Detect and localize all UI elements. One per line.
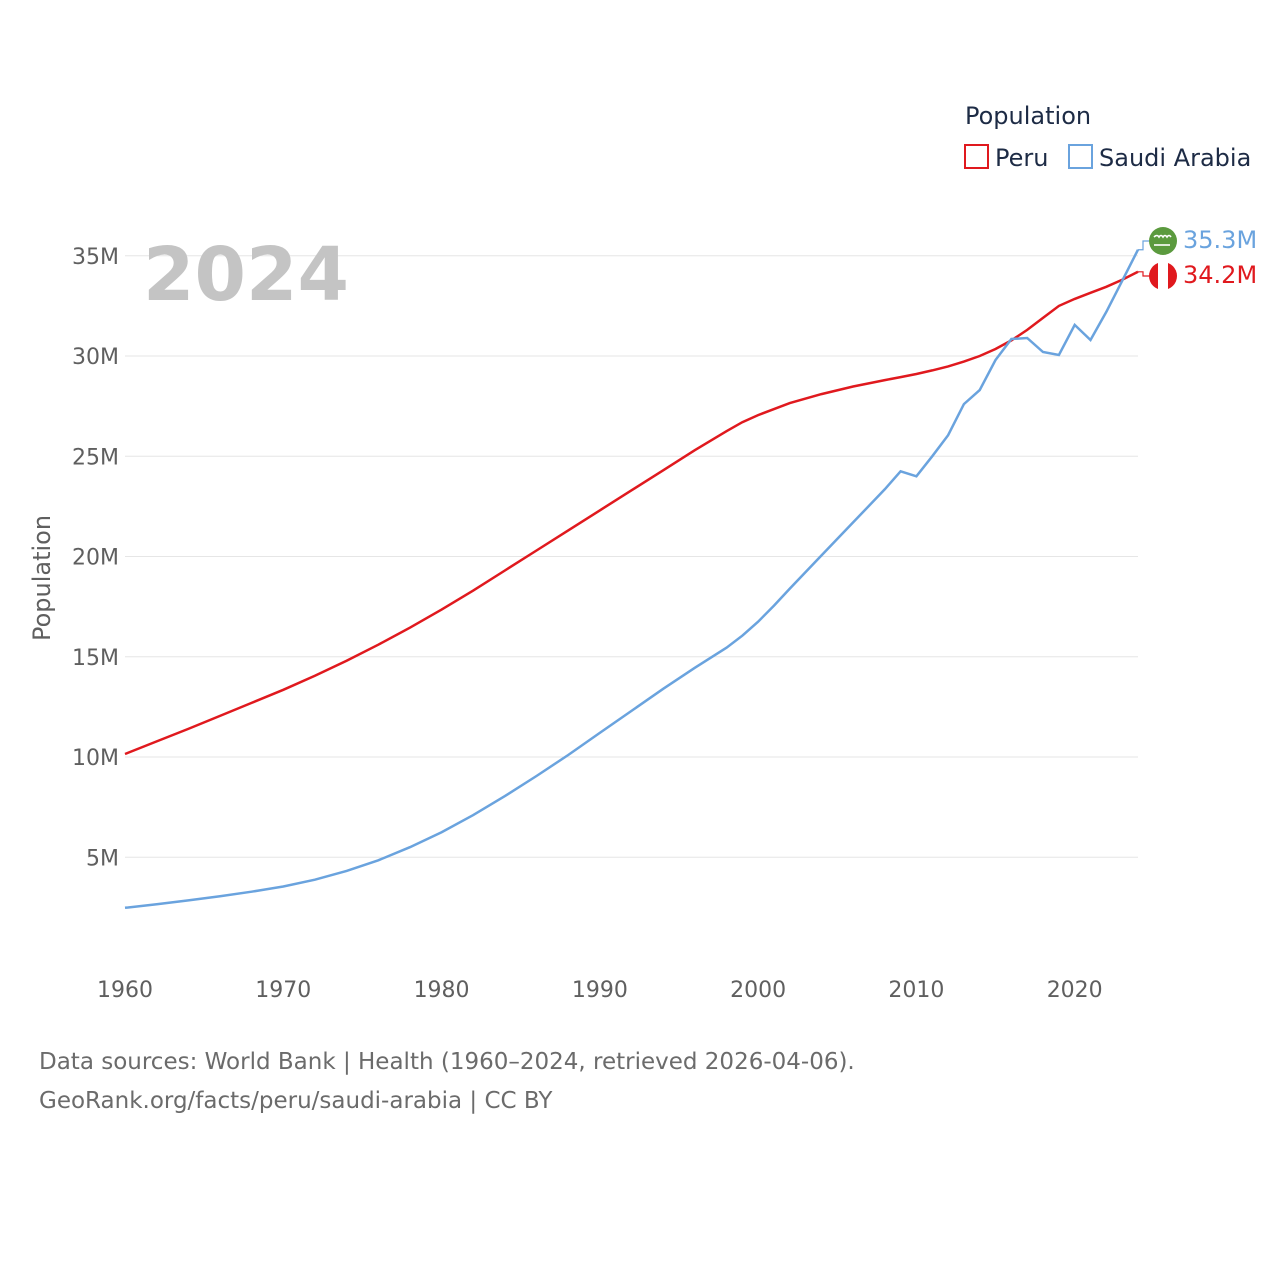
x-tick-label: 2000	[730, 978, 786, 1003]
end-marker-saudi-arabia: 35.3M	[1138, 226, 1257, 255]
y-tick-label: 15M	[72, 646, 119, 671]
y-axis-ticks: 5M 10M 15M 20M 25M 30M 35M	[72, 245, 119, 872]
legend-label-saudi-arabia[interactable]: Saudi Arabia	[1099, 144, 1251, 172]
series-line-saudi-arabia	[124, 249, 1140, 910]
x-tick-label: 1990	[572, 978, 628, 1003]
x-tick-label: 1980	[414, 978, 470, 1003]
leader-line-saudi-arabia	[1138, 240, 1149, 251]
y-axis-label: Population	[28, 515, 56, 641]
legend: Population Peru Saudi Arabia	[964, 102, 1251, 172]
legend-swatch-saudi-arabia[interactable]	[1068, 144, 1093, 169]
y-tick-label: 30M	[72, 345, 119, 370]
source-line-2[interactable]: GeoRank.org/facts/peru/saudi-arabia | CC…	[39, 1088, 553, 1114]
legend-title: Population	[965, 102, 1091, 130]
source-line-1: Data sources: World Bank | Health (1960–…	[39, 1049, 855, 1075]
x-axis-ticks: 1960 1970 1980 1990 2000 2010 2020	[97, 978, 1103, 1003]
saudi-arabia-flag-icon	[1149, 227, 1177, 255]
year-label: 2024	[143, 232, 349, 318]
y-tick-label: 20M	[72, 546, 119, 571]
end-value-saudi-arabia: 35.3M	[1183, 226, 1257, 254]
legend-swatch-peru[interactable]	[964, 144, 989, 169]
y-tick-label: 5M	[86, 846, 119, 871]
y-gridlines	[125, 255, 1138, 858]
legend-label-peru[interactable]: Peru	[995, 144, 1048, 172]
x-tick-label: 2010	[888, 978, 944, 1003]
end-marker-peru: 34.2M	[1138, 261, 1257, 290]
x-tick-label: 2020	[1047, 978, 1103, 1003]
y-tick-label: 35M	[72, 245, 119, 270]
y-tick-label: 25M	[72, 445, 119, 470]
end-value-peru: 34.2M	[1183, 261, 1257, 289]
series-line-peru	[124, 270, 1139, 756]
leader-line-peru	[1138, 271, 1149, 277]
y-tick-label: 10M	[72, 746, 119, 771]
x-tick-label: 1960	[97, 978, 153, 1003]
x-tick-label: 1970	[255, 978, 311, 1003]
peru-flag-icon	[1149, 262, 1177, 290]
